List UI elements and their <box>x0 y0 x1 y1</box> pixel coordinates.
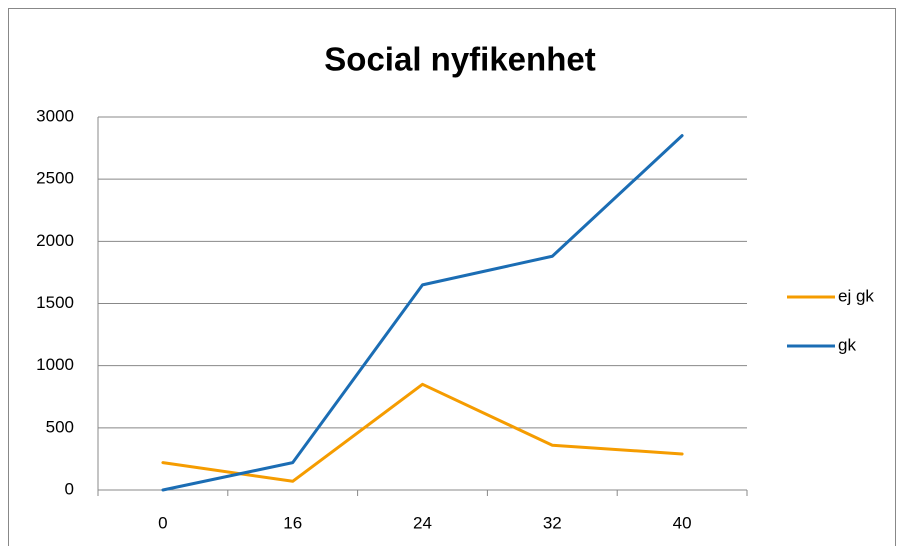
x-tick-label: 24 <box>413 513 432 532</box>
legend-label: gk <box>838 335 856 354</box>
x-tick-label: 0 <box>158 513 167 532</box>
chart-title: Social nyfikenhet <box>324 41 595 78</box>
x-tick-label: 32 <box>543 513 562 532</box>
y-tick-label: 500 <box>46 417 74 436</box>
y-tick-label: 0 <box>65 479 74 498</box>
y-tick-label: 3000 <box>36 106 74 125</box>
legend-label: ej gk <box>838 286 874 305</box>
y-tick-label: 1500 <box>36 293 74 312</box>
series-line <box>161 134 684 492</box>
y-tick-label: 2500 <box>36 169 74 188</box>
x-tick-label: 40 <box>673 513 692 532</box>
series-line <box>161 382 684 483</box>
y-tick-label: 1000 <box>36 355 74 374</box>
x-tick-label: 16 <box>283 513 302 532</box>
y-tick-label: 2000 <box>36 231 74 250</box>
